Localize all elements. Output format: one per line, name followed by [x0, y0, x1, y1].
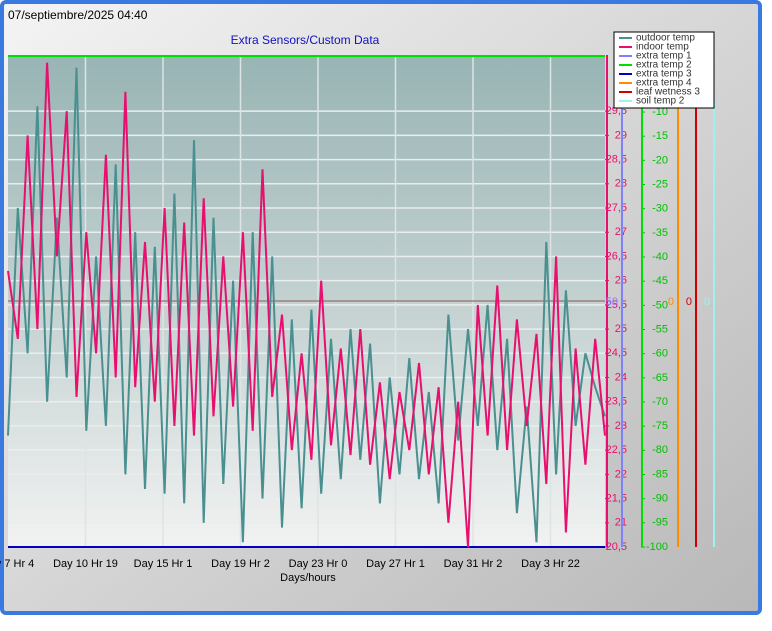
y-tick-label: 25 — [615, 323, 627, 335]
y-tick-label: 21 — [615, 517, 627, 529]
y2-tick-label: -60 — [652, 348, 668, 360]
side-axis-label: 0 — [668, 296, 674, 308]
y-tick-label: 24 — [615, 371, 627, 383]
x-tick-label: Day 31 Hr 2 — [444, 558, 503, 570]
x-tick-label: Day 19 Hr 2 — [211, 558, 270, 570]
x-tick-label: Day 15 Hr 1 — [134, 558, 193, 570]
legend-box — [613, 31, 715, 109]
y-tick-label: 22 — [615, 468, 627, 480]
x-tick-label: Day 23 Hr 0 — [289, 558, 348, 570]
legend-label: extra temp 1 — [636, 51, 692, 62]
x-tick-label: Day 3 Hr 22 — [521, 558, 580, 570]
y-tick-label: 29 — [615, 129, 627, 141]
legend-label: extra temp 4 — [636, 78, 692, 89]
legend-label: leaf wetness 3 — [636, 87, 700, 98]
y2-tick-label: -45 — [652, 275, 668, 287]
plot: 20,52121,52222,52323,52424,52525,52626,5… — [0, 31, 715, 570]
y-tick-label: 22,5 — [606, 444, 627, 456]
legend-label: indoor temp — [636, 42, 689, 53]
y2-tick-label: -90 — [652, 493, 668, 505]
side-axis-label: 0 — [704, 296, 710, 308]
x-axis-label: Days/hours — [280, 572, 336, 584]
legend-label: extra temp 2 — [636, 60, 692, 71]
y-tick-label: 27 — [615, 226, 627, 238]
y2-tick-label: -95 — [652, 517, 668, 529]
y-tick-label: 28 — [615, 178, 627, 190]
y-tick-label: 21,5 — [606, 492, 627, 504]
y-tick-label: 24,5 — [606, 347, 627, 359]
y2-tick-label: -20 — [652, 154, 668, 166]
y-tick-label: 23,5 — [606, 396, 627, 408]
y2-tick-label: -65 — [652, 372, 668, 384]
series-line — [7, 62, 606, 548]
y2-tick-label: -100 — [646, 541, 668, 553]
y-tick-label: 27,5 — [606, 202, 627, 214]
y2-tick-label: -80 — [652, 444, 668, 456]
y2-tick-label: -85 — [652, 468, 668, 480]
y2-tick-label: -70 — [652, 396, 668, 408]
timestamp: 07/septiembre/2025 04:40 — [8, 8, 148, 22]
y2-tick-label: -55 — [652, 323, 668, 335]
y2-tick-label: -75 — [652, 420, 668, 432]
y2-tick-label: -30 — [652, 203, 668, 215]
x-tick-label: Day 27 Hr 1 — [366, 558, 425, 570]
y-tick-label: 20,5 — [606, 541, 627, 553]
y-tick-label: 26 — [615, 275, 627, 287]
y2-tick-label: -50 — [652, 299, 668, 311]
y-tick-label: 23 — [615, 420, 627, 432]
legend-label: soil temp 2 — [636, 96, 685, 107]
y2-tick-label: -25 — [652, 178, 668, 190]
y2-tick-label: -15 — [652, 130, 668, 142]
side-axis-label: 0 — [686, 296, 692, 308]
y2-tick-label: -40 — [652, 251, 668, 263]
legend-label: outdoor temp — [636, 33, 695, 44]
y-tick-label: 28,5 — [606, 154, 627, 166]
x-tick-label: Day 10 Hr 19 — [53, 558, 118, 570]
legend-label: extra temp 3 — [636, 69, 692, 80]
side-axis-label: 50 — [606, 296, 618, 308]
y2-tick-label: -35 — [652, 227, 668, 239]
y2-tick-label: -10 — [652, 106, 668, 118]
y-tick-label: 26,5 — [606, 250, 627, 262]
x-tick-label: Day 7 Hr 4 — [0, 558, 34, 570]
chart-title: Extra Sensors/Custom Data — [231, 33, 380, 47]
